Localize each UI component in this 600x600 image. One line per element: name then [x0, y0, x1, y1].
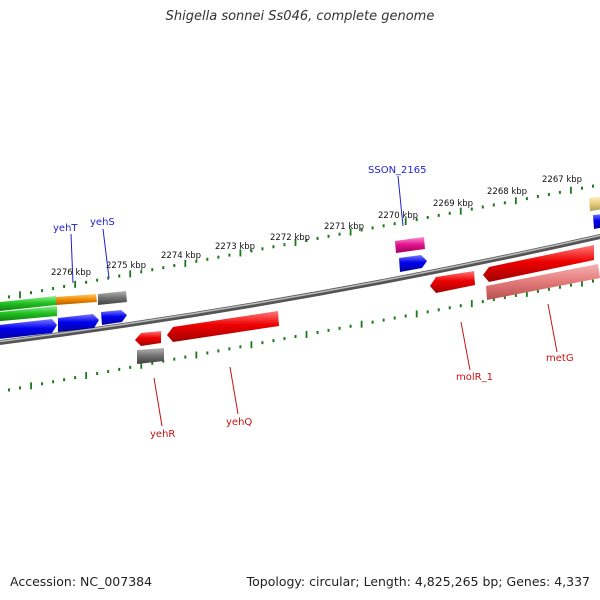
gene-far-right-blue[interactable] — [593, 214, 600, 229]
leader-line-yehQ — [229, 366, 239, 415]
tick-label: 2276 kbp — [51, 268, 91, 278]
leader-line-molR-1 — [460, 321, 471, 371]
tick-track-bottom — [8, 279, 594, 392]
accession-label: Accession: NC_007384 — [10, 574, 153, 589]
gene-blue-mid[interactable] — [58, 314, 99, 332]
tick-label: 2270 kbp — [378, 211, 418, 221]
gene-green-inner[interactable] — [0, 306, 57, 322]
tick-label: 2275 kbp — [106, 261, 146, 271]
tick-label: 2271 kbp — [324, 222, 364, 232]
genome-backbone — [0, 233, 600, 345]
topology-label: Topology: circular; Length: 4,825,265 bp… — [246, 574, 590, 589]
gene-yehQ[interactable] — [167, 311, 279, 342]
tick-label: 2267 kbp — [542, 175, 582, 185]
gene-yehR-red[interactable] — [135, 331, 161, 346]
tick-label: 2269 kbp — [433, 199, 473, 209]
leader-line-yehT — [70, 233, 74, 284]
tick-label: 2274 kbp — [161, 251, 201, 261]
gene-blue-left[interactable] — [0, 319, 57, 340]
gene-label-metG: metG — [546, 353, 574, 364]
tick-label: 2273 kbp — [215, 242, 255, 252]
gene-yehS[interactable] — [98, 291, 127, 305]
gene-blue-SSON[interactable] — [399, 255, 427, 272]
leader-line-yehR — [153, 377, 163, 427]
gene-far-right-tan[interactable] — [589, 196, 600, 211]
gene-SSON-2165[interactable] — [395, 237, 425, 253]
gene-label-molR-1: molR_1 — [456, 372, 493, 383]
gene-label-yehR: yehR — [150, 429, 175, 440]
gene-label-yehQ: yehQ — [226, 417, 252, 428]
genome-backbone-highlight — [0, 234, 600, 343]
gene-yehT-green[interactable] — [0, 296, 56, 312]
leader-line-SSON-2165 — [397, 175, 404, 227]
gene-metG-red[interactable] — [483, 245, 594, 282]
map-title: Shigella sonnei Ss046, complete genome — [165, 9, 435, 24]
gene-label-yehS: yehS — [90, 217, 115, 228]
gene-label-SSON-2165: SSON_2165 — [368, 165, 427, 176]
tick-label: 2272 kbp — [270, 233, 310, 243]
gene-metG-pink[interactable] — [486, 264, 600, 300]
leader-line-yehS — [102, 228, 110, 279]
gene-blue-small[interactable] — [101, 310, 127, 325]
gene-molR-1[interactable] — [430, 271, 475, 293]
gene-yehT-orange[interactable] — [56, 294, 97, 305]
tick-label: 2268 kbp — [487, 187, 527, 197]
gene-label-yehT: yehT — [53, 223, 78, 234]
tick-track-top — [8, 184, 594, 299]
leader-line-metG — [547, 303, 558, 353]
gene-yehR-gray[interactable] — [137, 348, 164, 364]
